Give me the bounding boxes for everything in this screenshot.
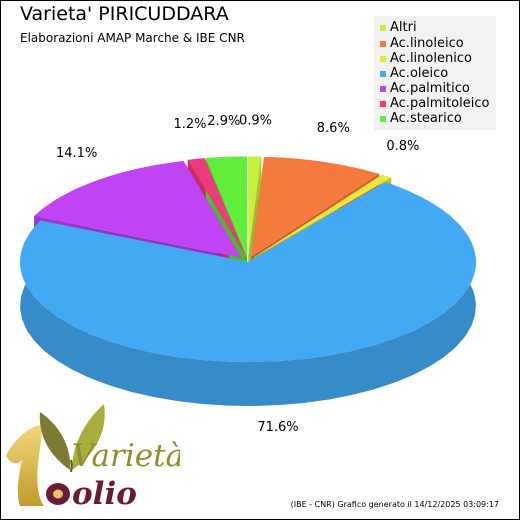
legend-item: Ac.linolenico xyxy=(380,51,472,66)
legend-item: Ac.oleico xyxy=(380,66,448,81)
legend-swatch xyxy=(380,85,386,92)
pie-slice-ac-linolenico xyxy=(253,174,392,258)
slice-outer-wall xyxy=(20,182,476,406)
legend-label: Ac.linoleico xyxy=(390,36,464,51)
olive-leaf-icon xyxy=(39,412,71,470)
variety-oil-logo: Varietà olio xyxy=(6,404,180,512)
legend-swatch xyxy=(380,55,386,62)
legend-item: Altri xyxy=(380,20,417,35)
pie-slice-ac-oleico xyxy=(20,182,476,362)
legend-swatch xyxy=(380,24,386,31)
pie-slice-altri xyxy=(248,156,262,257)
slice-percent-label: 2.9% xyxy=(207,114,240,129)
legend-swatch xyxy=(380,100,386,107)
leaf-stem xyxy=(70,459,73,473)
legend-label: Altri xyxy=(390,20,417,35)
chart-title: Varieta' PIRICUDDARA xyxy=(20,3,229,25)
slice-percent-label: 0.9% xyxy=(239,114,272,129)
slice-percent-label: 0.8% xyxy=(386,139,419,154)
legend-label: Ac.oleico xyxy=(390,66,449,81)
olive-drop-highlight xyxy=(53,489,63,499)
chart-legend: Altri Ac.linoleico Ac.linolenico Ac.olei… xyxy=(374,16,496,130)
legend-label: Ac.linolenico xyxy=(390,51,472,66)
legend-item: Ac.stearico xyxy=(380,111,462,126)
pie-slice-ac-linoleico xyxy=(251,156,380,257)
chart-subtitle: Elaborazioni AMAP Marche & IBE CNR xyxy=(20,31,245,45)
pie-labels: 0.9% 8.6% 0.8% 71.6% 14.1% 1.2% 2.9% xyxy=(56,114,419,435)
legend-label: Ac.palmitoleico xyxy=(390,96,490,111)
logo-word-olio: olio xyxy=(72,476,137,512)
legend-swatch xyxy=(380,40,386,47)
legend-item: Ac.palmitico xyxy=(380,81,470,96)
pie-slice-ac-stearico xyxy=(205,156,248,257)
slice-percent-label: 1.2% xyxy=(174,117,207,132)
olive-leaf-icon xyxy=(72,404,105,470)
legend-label: Ac.palmitico xyxy=(390,81,470,96)
legend-swatch xyxy=(380,70,386,77)
legend-item: Ac.palmitoleico xyxy=(380,96,489,111)
slice-percent-label: 71.6% xyxy=(257,420,298,435)
pie-slice-ac-palmitoleico xyxy=(187,158,246,257)
pie-top-faces xyxy=(20,156,476,362)
numeral-one-shape xyxy=(6,425,44,506)
chart-footer: (IBE - CNR) Grafico generato il 14/12/20… xyxy=(290,500,499,509)
legend-item: Ac.linoleico xyxy=(380,36,464,51)
slice-percent-label: 14.1% xyxy=(56,146,97,161)
slice-percent-label: 8.6% xyxy=(317,121,350,136)
legend-label: Ac.stearico xyxy=(390,111,462,126)
pie-slice-ac-palmitico xyxy=(34,161,242,258)
logo-word-varieta: Varietà xyxy=(72,438,180,474)
legend-swatch xyxy=(380,115,386,122)
